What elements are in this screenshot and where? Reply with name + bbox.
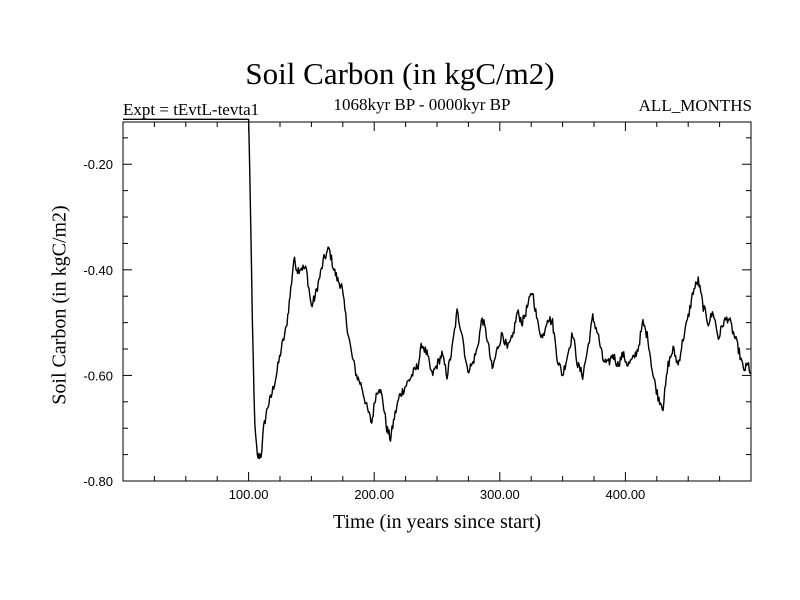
- axis-ticks: 100.00 200.00 300.00 400.00 -0.20 -0.40 -0.60 -…: [83, 122, 751, 502]
- x-axis-label: Time (in years since start): [332, 511, 542, 533]
- plot-frame: [122, 121, 752, 482]
- series-line-soil-carbon: [123, 118, 752, 460]
- x-tick-label: 400.00: [606, 487, 646, 502]
- x-tick-label: 100.00: [229, 487, 269, 502]
- y-tick-label: -0.80: [83, 474, 113, 489]
- chart-title: Soil Carbon (in kgC/m2): [245, 56, 555, 91]
- y-tick-label: -0.40: [83, 263, 113, 278]
- experiment-label: Expt = tEvtL-tevta1: [123, 100, 260, 119]
- x-tick-label: 300.00: [480, 487, 520, 502]
- period-label: 1068kyr BP - 0000kyr BP: [333, 95, 511, 114]
- x-tick-label: 200.00: [354, 487, 394, 502]
- y-tick-label: -0.60: [83, 368, 113, 383]
- months-label: ALL_MONTHS: [638, 96, 752, 115]
- series-group: [123, 118, 752, 460]
- y-tick-label: -0.20: [83, 157, 113, 172]
